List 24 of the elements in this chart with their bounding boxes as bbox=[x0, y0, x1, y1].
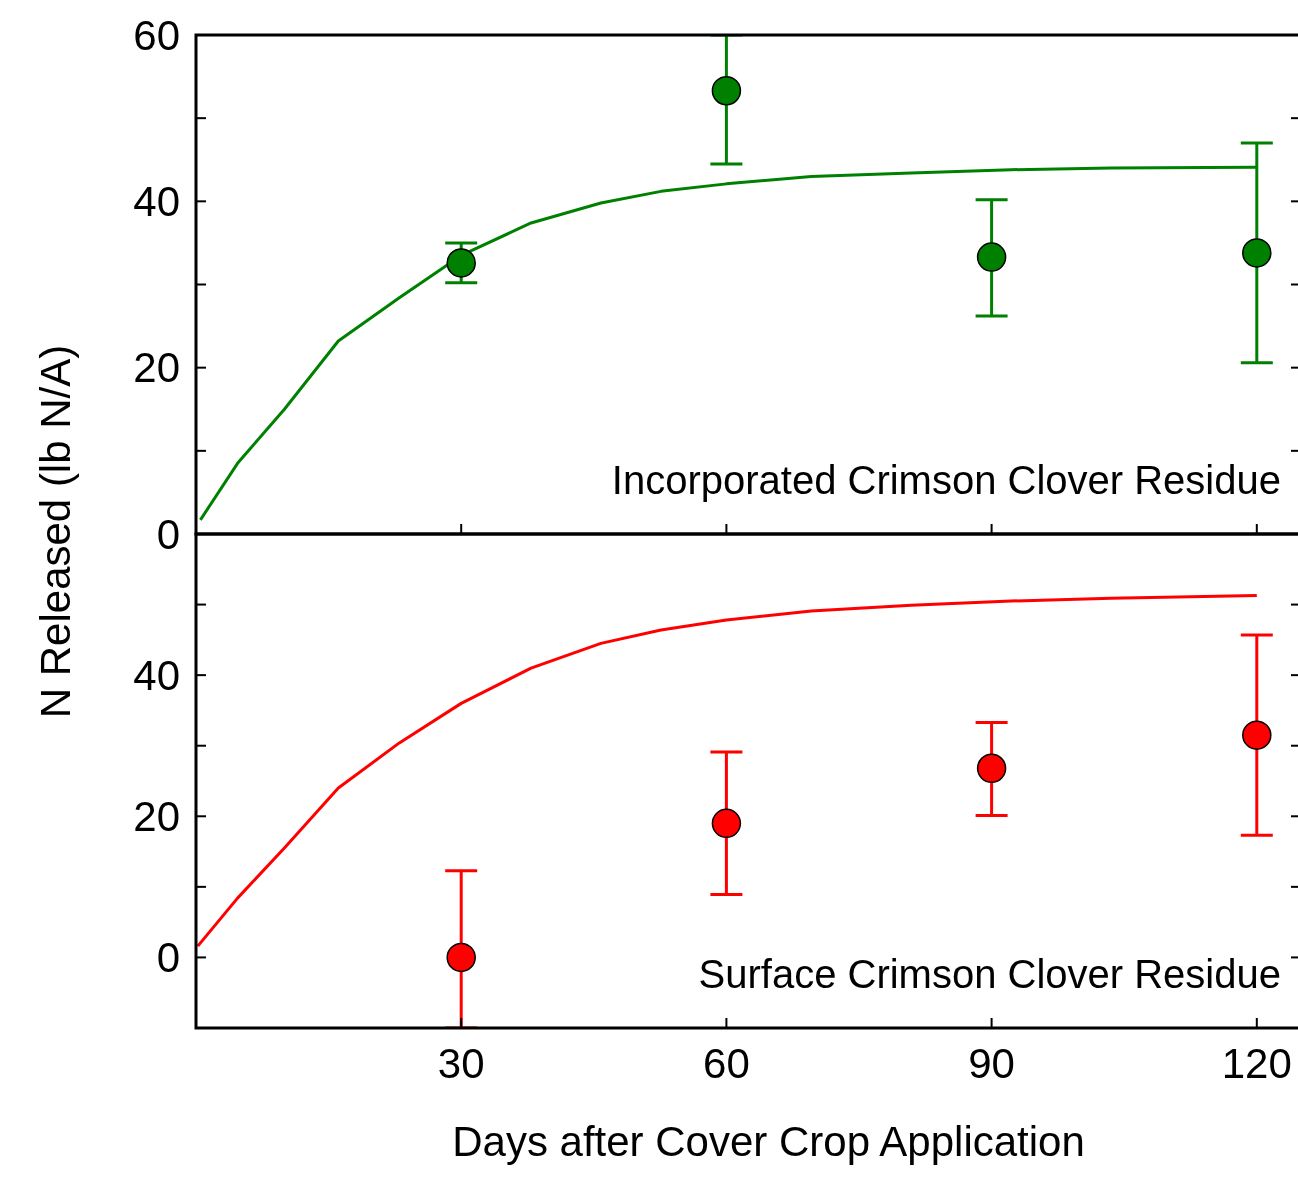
y-tick-label: 20 bbox=[133, 344, 180, 392]
y-tick-label: 60 bbox=[133, 11, 180, 59]
x-tick-label: 30 bbox=[437, 1040, 485, 1087]
y-tick-label: 0 bbox=[156, 510, 180, 558]
point bbox=[976, 242, 1007, 272]
point bbox=[446, 942, 476, 973]
x-tick-label: 90 bbox=[968, 1040, 1015, 1087]
annotation: Incorporated Crimson Clover Residue bbox=[611, 458, 1281, 502]
y-tick-label: 40 bbox=[133, 651, 180, 699]
point bbox=[976, 753, 1007, 784]
annotation: Surface Crimson Clover Residue bbox=[698, 952, 1281, 996]
y-tick-label: 20 bbox=[133, 792, 180, 840]
line-series bbox=[196, 593, 1259, 948]
x-axis-title: Days after Cover Crop Application bbox=[452, 1118, 1085, 1165]
point bbox=[711, 808, 742, 839]
x-tick-label: 120 bbox=[1221, 1040, 1292, 1087]
x-tick-label: 60 bbox=[703, 1040, 750, 1087]
point bbox=[1242, 720, 1272, 750]
point bbox=[1242, 238, 1272, 268]
y-tick-label: 40 bbox=[133, 178, 180, 226]
y-axis-title: N Released (lb N/A) bbox=[32, 344, 79, 719]
point bbox=[446, 248, 476, 278]
point bbox=[711, 75, 742, 106]
y-tick-label: 0 bbox=[156, 934, 180, 982]
